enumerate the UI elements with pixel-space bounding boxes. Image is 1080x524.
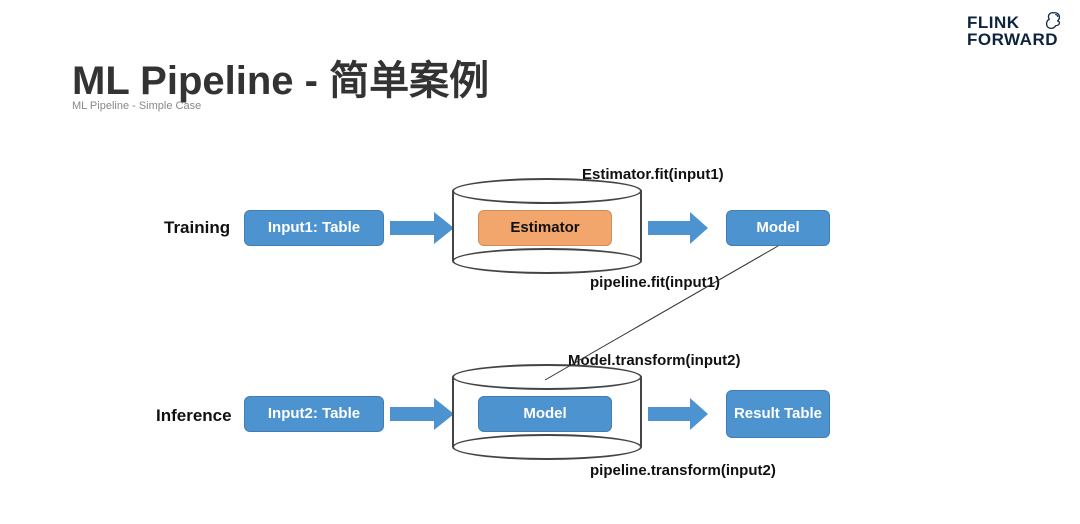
inference-label: Inference (156, 406, 232, 426)
training-arrow-2 (648, 214, 708, 242)
training-model-text: Model (756, 219, 799, 236)
inference-arrow-1 (390, 400, 454, 428)
inference-result-box: Result Table (726, 390, 830, 438)
training-bottom-annotation: pipeline.fit(input1) (590, 274, 720, 291)
inference-model-box: Model (478, 396, 612, 432)
flink-forward-logo: FLINK FORWARD (967, 14, 1058, 48)
inference-input-text: Input2: Table (268, 405, 360, 422)
training-arrow-1 (390, 214, 454, 242)
inference-result-text: Result Table (734, 405, 822, 422)
inference-model-text: Model (523, 405, 566, 422)
training-model-box: Model (726, 210, 830, 246)
slide-title: ML Pipeline - 简单案例 (72, 48, 489, 106)
logo-line2: FORWARD (967, 30, 1058, 49)
training-estimator-box: Estimator (478, 210, 612, 246)
training-top-annotation: Estimator.fit(input1) (582, 166, 724, 183)
slide-subtitle: ML Pipeline - Simple Case (72, 100, 201, 112)
training-estimator-text: Estimator (510, 219, 579, 236)
inference-input-box: Input2: Table (244, 396, 384, 432)
inference-arrow-2 (648, 400, 708, 428)
training-input-box: Input1: Table (244, 210, 384, 246)
squirrel-icon (1042, 10, 1064, 32)
inference-top-annotation: Model.transform(input2) (568, 352, 741, 369)
training-label: Training (164, 218, 230, 238)
training-input-text: Input1: Table (268, 219, 360, 236)
inference-bottom-annotation: pipeline.transform(input2) (590, 462, 776, 479)
